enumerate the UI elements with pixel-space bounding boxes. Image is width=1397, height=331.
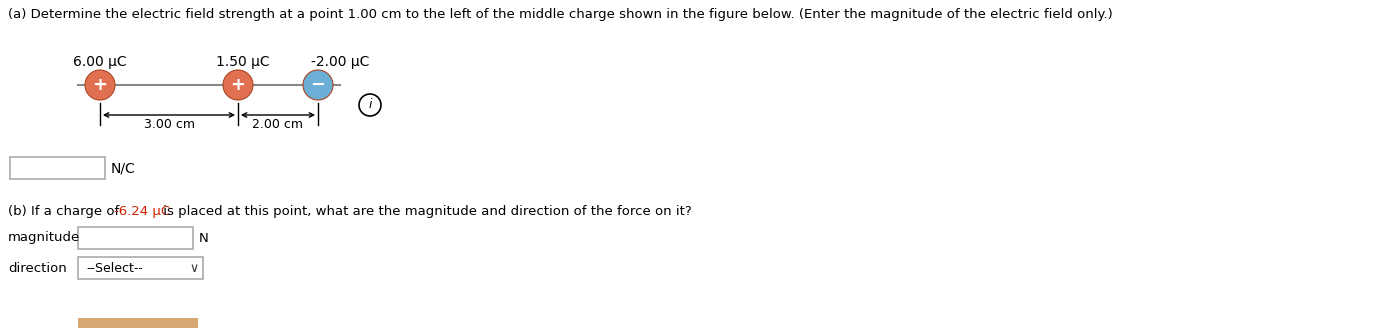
FancyBboxPatch shape (78, 257, 203, 279)
Text: -6.24 μC: -6.24 μC (115, 205, 170, 218)
Text: 1.50 μC: 1.50 μC (217, 55, 270, 69)
Text: N/C: N/C (110, 161, 136, 175)
Text: -2.00 μC: -2.00 μC (310, 55, 369, 69)
Text: --Select--: --Select-- (87, 261, 142, 274)
FancyBboxPatch shape (78, 227, 193, 249)
Text: 2.00 cm: 2.00 cm (253, 118, 303, 131)
Circle shape (85, 70, 115, 100)
Text: +: + (92, 76, 108, 94)
Text: (a) Determine the electric field strength at a point 1.00 cm to the left of the : (a) Determine the electric field strengt… (8, 8, 1113, 21)
Text: i: i (369, 98, 372, 111)
Text: ∨: ∨ (189, 261, 198, 274)
Text: −: − (310, 76, 326, 94)
Text: N: N (198, 231, 208, 245)
Text: (b) If a charge of: (b) If a charge of (8, 205, 123, 218)
Circle shape (224, 70, 253, 100)
Text: is placed at this point, what are the magnitude and direction of the force on it: is placed at this point, what are the ma… (159, 205, 692, 218)
FancyBboxPatch shape (10, 157, 105, 179)
Text: 3.00 cm: 3.00 cm (144, 118, 194, 131)
FancyBboxPatch shape (78, 318, 198, 328)
Text: magnitude: magnitude (8, 231, 80, 245)
Text: +: + (231, 76, 246, 94)
Text: direction: direction (8, 261, 67, 274)
Text: 6.00 μC: 6.00 μC (73, 55, 127, 69)
Circle shape (303, 70, 332, 100)
